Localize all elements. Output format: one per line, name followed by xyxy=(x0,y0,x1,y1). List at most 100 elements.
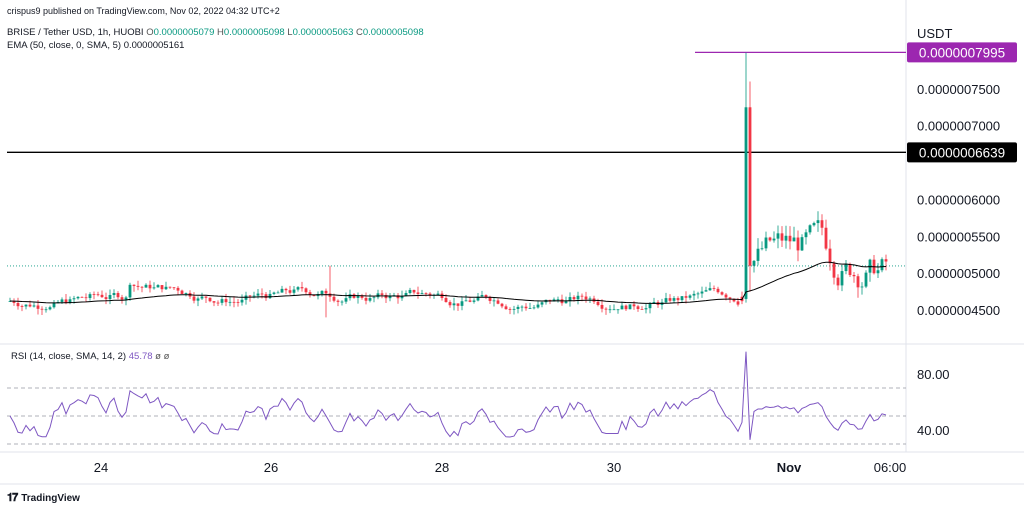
candle-body xyxy=(44,309,48,311)
candle-body xyxy=(308,292,312,295)
candle-body xyxy=(104,297,108,300)
candle-body xyxy=(612,309,616,311)
candle-body xyxy=(864,272,868,287)
candle-body xyxy=(700,291,704,294)
candle-body xyxy=(384,294,388,299)
candle-body xyxy=(416,292,420,294)
candle-body xyxy=(812,223,816,226)
candle-body xyxy=(844,263,848,272)
candle-body xyxy=(76,296,80,299)
candle-body xyxy=(304,288,308,293)
candle-body xyxy=(152,287,156,289)
candle-body xyxy=(720,292,724,295)
candle-body xyxy=(880,259,884,271)
candle-body xyxy=(496,300,500,304)
candle-body xyxy=(644,308,648,310)
candle-body xyxy=(352,294,356,298)
candle-body xyxy=(84,297,88,299)
candle-body xyxy=(832,263,836,278)
candle-body xyxy=(436,293,440,295)
candle-body xyxy=(252,295,256,297)
candle-body xyxy=(176,287,180,291)
candle-body xyxy=(628,304,632,310)
candle-body xyxy=(672,298,676,301)
rsi-tick-label: 80.00 xyxy=(917,367,950,382)
candle-body xyxy=(480,295,484,297)
candle-body xyxy=(668,298,672,301)
candle-body xyxy=(424,293,428,294)
candle-body xyxy=(96,294,100,296)
candle-body xyxy=(596,301,600,305)
candle-body xyxy=(584,296,588,300)
candle-body xyxy=(296,287,300,290)
candle-body xyxy=(444,297,448,303)
close-value: 0.0000005098 xyxy=(362,27,424,38)
candle-body xyxy=(532,307,536,309)
candle-body xyxy=(508,309,512,310)
candle-body xyxy=(736,301,740,305)
candle-body xyxy=(568,297,572,302)
candle-body xyxy=(136,285,140,287)
candle-body xyxy=(240,299,244,303)
candle-body xyxy=(680,296,684,301)
candle-body xyxy=(116,293,120,298)
candle-body xyxy=(300,287,304,289)
chart-frame xyxy=(0,0,1024,485)
candle-body xyxy=(792,237,796,242)
candle-body xyxy=(692,293,696,296)
candle-body xyxy=(624,305,628,310)
candle-body xyxy=(200,296,204,299)
candle-body xyxy=(688,295,692,298)
candle-body xyxy=(112,293,116,296)
candle-body xyxy=(616,309,620,311)
candle-body xyxy=(20,306,24,307)
candle-body xyxy=(332,296,336,301)
ema-value: 0.0000005161 xyxy=(123,40,185,51)
candle-body xyxy=(784,235,788,241)
candle-body xyxy=(232,301,236,303)
candle-body xyxy=(484,295,488,298)
candle-body xyxy=(816,220,820,224)
candle-body xyxy=(324,290,328,294)
candle-body xyxy=(476,296,480,301)
candle-body xyxy=(156,285,160,288)
candle-body xyxy=(704,290,708,292)
candle-body xyxy=(340,301,344,303)
candle-body xyxy=(732,298,736,302)
price-tick-label: 0.0000006000 xyxy=(917,192,1000,207)
candle-body xyxy=(588,298,592,300)
candle-body xyxy=(48,307,52,310)
candle-body xyxy=(336,300,340,302)
tradingview-logo-icon: 𝟏𝟕 xyxy=(7,492,18,504)
candle-body xyxy=(268,293,272,299)
candle-body xyxy=(388,296,392,299)
candle-body xyxy=(228,301,232,303)
candle-body xyxy=(764,237,768,249)
candle-body xyxy=(88,294,92,299)
candle-body xyxy=(256,293,260,296)
candle-body xyxy=(504,306,508,310)
candle-body xyxy=(708,288,712,291)
candle-body xyxy=(524,306,528,309)
candle-body xyxy=(320,290,324,295)
rsi-pane xyxy=(7,351,906,445)
ema-label: EMA (50, close, 0, SMA, 5) xyxy=(7,40,122,51)
candle-body xyxy=(364,297,368,301)
candle-body xyxy=(280,288,284,293)
level-price-text: 0.0000006639 xyxy=(919,145,1005,160)
candle-body xyxy=(824,227,828,249)
candle-body xyxy=(676,298,680,301)
candle-body xyxy=(820,220,824,228)
symbol-legend: BRISE / Tether USD, 1h, HUOBI O0.0000005… xyxy=(7,27,424,38)
rsi-line xyxy=(9,351,887,440)
candle-body xyxy=(804,232,808,238)
ema-legend: EMA (50, close, 0, SMA, 5) 0.0000005161 xyxy=(7,40,184,51)
time-tick-label: 24 xyxy=(94,460,108,475)
candle-body xyxy=(648,303,652,309)
candle-body xyxy=(600,304,604,309)
candle-body xyxy=(80,296,84,298)
candle-body xyxy=(468,300,472,302)
candle-body xyxy=(756,248,760,261)
axes: USDT 0.0000004500 0.0000005000 0.0000005500… xyxy=(94,26,1017,475)
